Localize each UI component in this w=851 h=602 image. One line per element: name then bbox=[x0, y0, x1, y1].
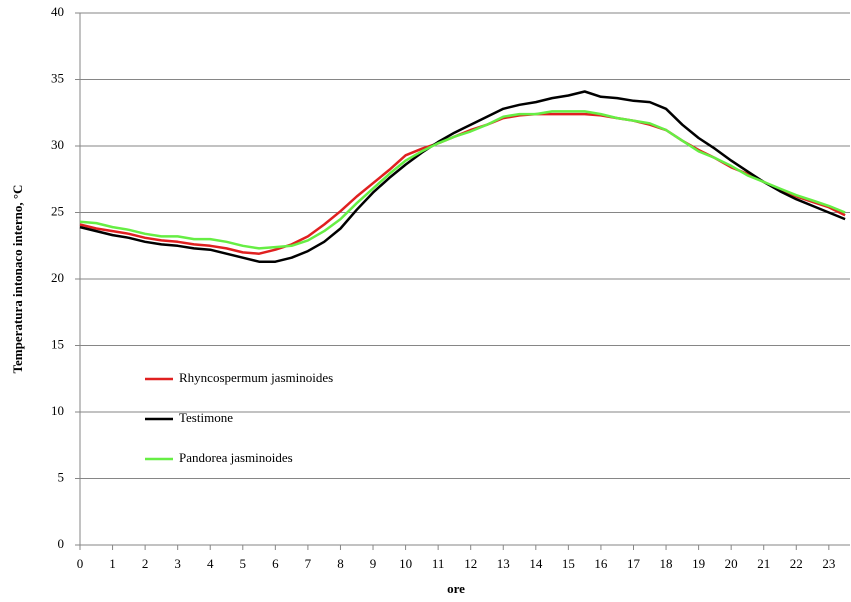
x-tick-label: 15 bbox=[562, 556, 575, 571]
x-tick-label: 22 bbox=[790, 556, 803, 571]
x-tick-label: 0 bbox=[77, 556, 84, 571]
x-axis-label: ore bbox=[447, 581, 465, 596]
y-tick-label: 15 bbox=[51, 336, 64, 351]
x-tick-label: 10 bbox=[399, 556, 412, 571]
x-tick-label: 18 bbox=[660, 556, 673, 571]
x-tick-label: 4 bbox=[207, 556, 214, 571]
x-tick-label: 2 bbox=[142, 556, 149, 571]
x-tick-label: 6 bbox=[272, 556, 279, 571]
legend-label: Rhyncospermum jasminoides bbox=[179, 370, 333, 385]
y-tick-label: 30 bbox=[51, 137, 64, 152]
x-tick-label: 12 bbox=[464, 556, 477, 571]
y-tick-label: 25 bbox=[51, 203, 64, 218]
y-tick-label: 20 bbox=[51, 270, 64, 285]
legend-label: Pandorea jasminoides bbox=[179, 450, 293, 465]
x-tick-label: 11 bbox=[432, 556, 445, 571]
x-tick-label: 14 bbox=[529, 556, 543, 571]
x-tick-label: 20 bbox=[725, 556, 738, 571]
y-tick-label: 40 bbox=[51, 4, 64, 19]
x-tick-label: 17 bbox=[627, 556, 641, 571]
x-tick-label: 5 bbox=[240, 556, 247, 571]
x-tick-label: 13 bbox=[497, 556, 510, 571]
y-tick-label: 10 bbox=[51, 403, 64, 418]
x-tick-label: 1 bbox=[109, 556, 116, 571]
x-tick-label: 16 bbox=[594, 556, 608, 571]
y-tick-label: 35 bbox=[51, 70, 64, 85]
x-tick-label: 3 bbox=[174, 556, 181, 571]
y-tick-label: 0 bbox=[58, 536, 65, 551]
series-line bbox=[79, 90, 846, 263]
y-tick-label: 5 bbox=[58, 469, 65, 484]
legend-label: Testimone bbox=[179, 410, 233, 425]
x-tick-label: 23 bbox=[822, 556, 835, 571]
x-tick-label: 21 bbox=[757, 556, 770, 571]
x-tick-label: 8 bbox=[337, 556, 344, 571]
x-tick-label: 9 bbox=[370, 556, 377, 571]
x-tick-label: 7 bbox=[305, 556, 312, 571]
x-tick-label: 19 bbox=[692, 556, 705, 571]
y-axis-label: Temperatura intonaco interno, °C bbox=[10, 185, 25, 374]
series-line bbox=[79, 110, 846, 250]
